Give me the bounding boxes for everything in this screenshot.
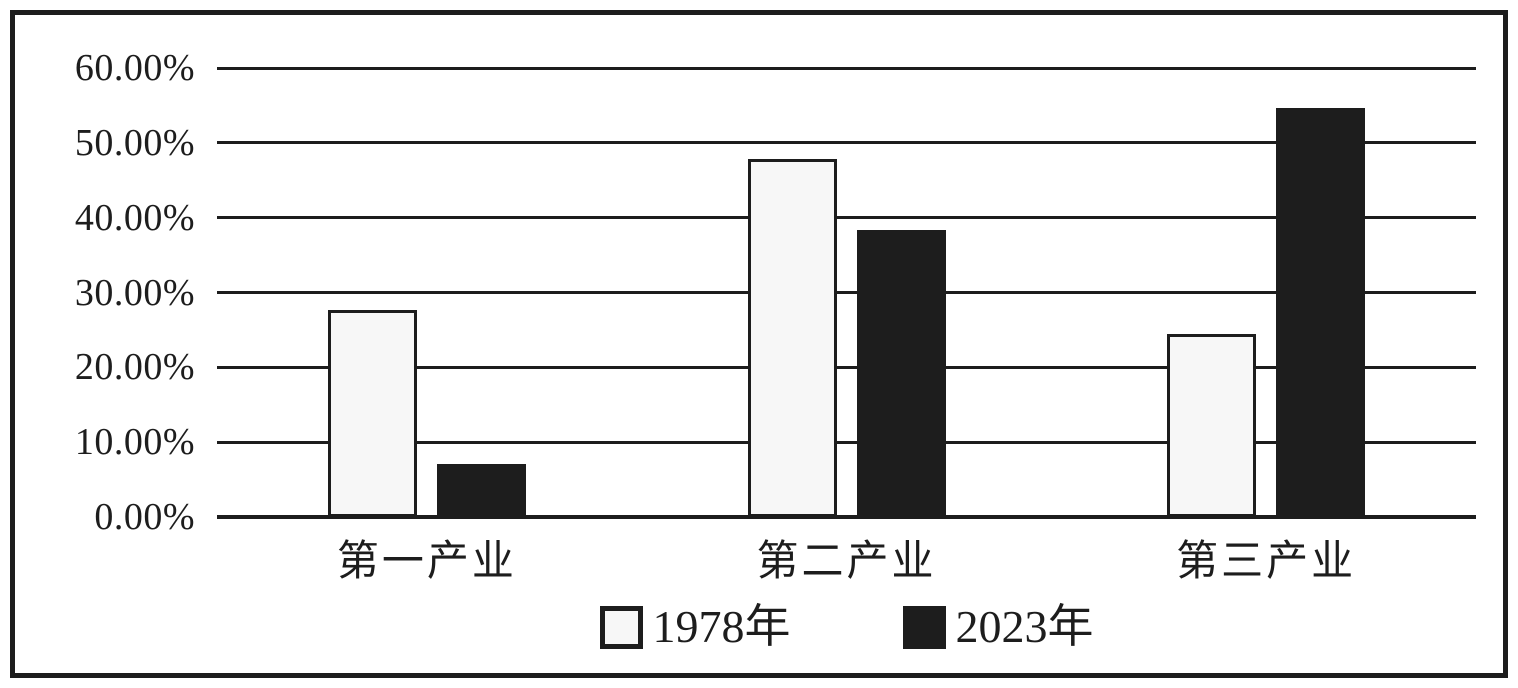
y-gridline-40: [217, 216, 1476, 220]
chart-frame: 0.00% 10.00% 20.00% 30.00% 40.00% 50.00% 60.00…: [10, 10, 1508, 678]
y-tick-label-50: 50.00%: [74, 121, 195, 164]
y-tick-label-60: 60.00%: [74, 47, 195, 89]
y-tick-label-0: 0.00%: [94, 496, 195, 538]
legend-swatch-2023-icon: [902, 605, 946, 649]
bar-1978年-第一产业: [327, 310, 417, 517]
y-gridline-50: [217, 141, 1476, 145]
y-gridline-20: [217, 365, 1476, 369]
plot-area: 0.00% 10.00% 20.00% 30.00% 40.00% 50.00% 60.00…: [75, 47, 1476, 538]
bar-2023年-第一产业: [436, 464, 526, 517]
y-gridline-60: [217, 66, 1476, 70]
y-gridline-30: [217, 291, 1476, 294]
legend-item-2023: 2023年: [902, 601, 1094, 653]
x-axis-labels: 第一产业 第二产业 第三产业: [217, 535, 1476, 587]
y-tick-label-30: 30.00%: [74, 271, 195, 314]
bar-2023年-第二产业: [856, 230, 946, 517]
legend-label-2023: 2023年: [955, 601, 1094, 652]
y-tick-label-40: 40.00%: [74, 196, 195, 239]
x-axis-label-tertiary-industry: 第三产业: [1176, 536, 1357, 585]
y-tick-label-10: 10.00%: [74, 421, 195, 464]
y-tick-label-20: 20.00%: [74, 346, 195, 389]
x-axis-line: [217, 515, 1476, 519]
legend-swatch-1978-icon: [599, 605, 643, 649]
legend: 1978年 2023年: [217, 598, 1476, 656]
bar-1978年-第三产业: [1167, 334, 1257, 517]
x-axis-label-secondary-industry: 第二产业: [756, 536, 937, 585]
bar-1978年-第二产业: [747, 159, 837, 517]
y-gridline-10: [217, 440, 1476, 444]
x-axis-label-primary-industry: 第一产业: [336, 536, 517, 585]
legend-item-1978: 1978年: [599, 601, 791, 653]
bar-2023年-第三产业: [1276, 108, 1366, 517]
legend-label-1978: 1978年: [652, 601, 791, 652]
